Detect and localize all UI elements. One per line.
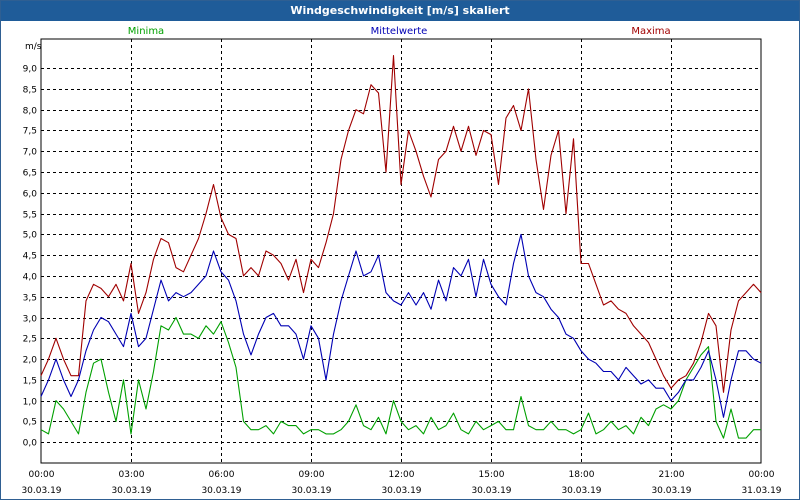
y-tick-label: 2,5 — [23, 335, 37, 345]
y-tick-label: 0,5 — [23, 418, 37, 428]
legend-item-mittelwerte: Mittelwerte — [371, 26, 428, 37]
plot-frame — [40, 38, 762, 464]
series-line-mittelwerte — [40, 233, 762, 418]
x-tick-date: 30.03.19 — [201, 486, 241, 496]
x-tick-time: 00:00 — [749, 470, 775, 480]
y-tick-label: 8,5 — [23, 86, 37, 96]
x-tick-time: 09:00 — [299, 470, 325, 480]
x-tick-time: 03:00 — [119, 470, 145, 480]
grid — [41, 39, 761, 463]
y-tick-label: 4,5 — [23, 252, 37, 262]
series-lines — [40, 55, 762, 439]
x-tick-time: 21:00 — [659, 470, 685, 480]
y-tick-label: 9,0 — [23, 65, 38, 75]
y-tick-label: 1,0 — [23, 398, 38, 408]
y-tick-label: 0,0 — [23, 439, 38, 449]
y-tick-label: 5,5 — [23, 211, 37, 221]
y-tick-label: 7,0 — [23, 148, 38, 158]
y-tick-label: 6,0 — [23, 190, 38, 200]
x-tick-time: 00:00 — [29, 470, 55, 480]
x-tick-time: 06:00 — [209, 470, 235, 480]
y-tick-label: 7,5 — [23, 127, 37, 137]
y-tick-label: 8,0 — [23, 107, 38, 117]
x-tick-time: 15:00 — [479, 470, 505, 480]
x-tick-date: 30.03.19 — [561, 486, 601, 496]
series-line-minima — [40, 316, 761, 439]
y-tick-label: 3,5 — [23, 294, 37, 304]
x-tick-date: 30.03.19 — [111, 486, 151, 496]
window-title: Windgeschwindigkeit [m/s] skaliert — [1, 1, 799, 21]
legend-item-maxima: Maxima — [631, 26, 670, 37]
legend-item-minima: Minima — [128, 26, 164, 37]
x-tick-date: 30.03.19 — [291, 486, 331, 496]
y-tick-label: 6,5 — [23, 169, 37, 179]
x-tick-time: 18:00 — [569, 470, 595, 480]
x-tick-date: 30.03.19 — [381, 486, 421, 496]
x-tick-time: 12:00 — [389, 470, 415, 480]
x-tick-date: 30.03.19 — [21, 486, 61, 496]
x-tick-date: 30.03.19 — [471, 486, 511, 496]
legend: Minima Mittelwerte Maxima — [128, 26, 671, 37]
y-tick-label: 1,5 — [23, 377, 37, 387]
y-axis-unit-label: m/s — [25, 42, 42, 52]
y-tick-label: 2,0 — [23, 356, 38, 366]
x-tick-date: 30.03.19 — [651, 486, 691, 496]
x-tick-date: 31.03.19 — [741, 486, 781, 496]
y-tick-label: 5,0 — [23, 231, 38, 241]
y-tick-label: 3,0 — [23, 315, 38, 325]
y-tick-label: 4,0 — [23, 273, 38, 283]
series-line-maxima — [40, 55, 762, 393]
axes: 0,0 0,5 1,0 1,5 2,0 2,5 3,0 3,5 4,0 4,5 5,0 5,5 6,0 6… — [21, 38, 782, 496]
